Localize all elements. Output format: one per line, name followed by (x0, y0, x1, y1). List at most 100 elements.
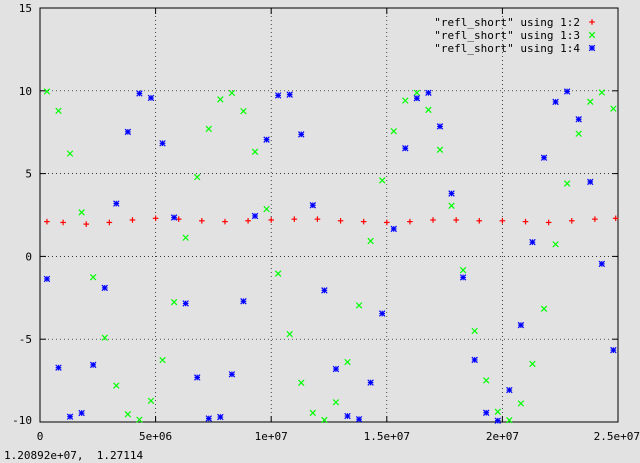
data-point (66, 413, 74, 420)
data-point (522, 218, 529, 225)
data-point (598, 89, 606, 96)
data-point (170, 214, 178, 221)
data-point (413, 89, 421, 97)
data-point (268, 217, 274, 223)
y-tick-label: -5 (19, 333, 32, 346)
y-tick-label: 0 (25, 250, 32, 263)
data-point (552, 241, 559, 248)
data-point (321, 287, 328, 294)
data-point (55, 107, 62, 115)
data-point (274, 270, 282, 277)
data-point (66, 150, 74, 157)
data-point (612, 215, 619, 222)
data-point (552, 98, 559, 106)
data-point (610, 346, 617, 354)
x-tick-label: 2e+07 (486, 430, 519, 443)
data-point (413, 95, 421, 102)
data-point (217, 413, 224, 421)
data-point (459, 266, 467, 274)
data-point (390, 225, 397, 233)
data-point (337, 217, 344, 224)
legend-marker (589, 19, 595, 25)
data-point (448, 202, 455, 209)
data-point (332, 365, 340, 373)
data-point (228, 89, 236, 97)
legend-marker (588, 44, 596, 52)
x-tick-label: 1e+07 (255, 430, 288, 443)
data-point (182, 234, 189, 241)
data-point (147, 397, 155, 405)
data-point (182, 300, 189, 307)
x-tick-label: 5e+06 (139, 430, 172, 443)
data-point (587, 178, 594, 186)
data-point (106, 219, 113, 226)
data-point (378, 177, 386, 184)
data-point (78, 209, 85, 216)
data-point (575, 130, 582, 137)
data-point (43, 275, 51, 283)
data-point (113, 382, 120, 389)
data-point (136, 90, 143, 97)
data-point (193, 374, 201, 381)
data-point (482, 377, 490, 384)
data-point (436, 123, 444, 130)
data-point (321, 416, 328, 424)
axis-ticks (39, 7, 619, 423)
data-point (274, 92, 282, 99)
series-3-points (43, 88, 617, 424)
data-point (344, 358, 351, 366)
data-point (563, 180, 571, 187)
data-point (499, 217, 506, 224)
data-point (425, 89, 432, 97)
data-point (332, 399, 340, 406)
legend-entry-label: "refl_short" using 1:4 (434, 42, 580, 55)
data-point (494, 408, 502, 415)
data-point (298, 379, 305, 386)
y-tick-label: 5 (25, 168, 32, 181)
cursor-coordinates-readout: 1.20892e+07, 1.27114 (4, 449, 144, 462)
data-point (506, 386, 513, 394)
grid-lines (40, 8, 618, 422)
data-point (199, 217, 205, 224)
data-point (55, 364, 62, 371)
data-point (44, 218, 50, 225)
data-point (390, 127, 397, 135)
data-point (459, 274, 467, 281)
data-point (355, 415, 363, 423)
data-point (251, 148, 259, 155)
data-point (263, 136, 270, 143)
data-point (89, 274, 97, 281)
data-point (263, 205, 270, 213)
data-point (113, 200, 120, 207)
legend-marker (588, 31, 596, 39)
data-point (240, 107, 247, 115)
x-tick-label: 2.5e+07 (594, 430, 640, 443)
data-point (43, 88, 51, 95)
data-point (529, 238, 536, 246)
data-point (360, 218, 367, 225)
data-point (309, 409, 317, 417)
data-point (89, 361, 97, 369)
data-point (448, 190, 455, 197)
y-axis-tick-labels: 15 10 5 0 -5 -10 (12, 2, 32, 427)
legend-entry-label: "refl_short" using 1:3 (434, 29, 580, 42)
data-point (78, 409, 85, 417)
data-point (471, 356, 478, 364)
data-point (124, 128, 132, 136)
data-point (592, 216, 598, 222)
data-point (568, 217, 575, 224)
data-point (610, 105, 617, 112)
data-points (43, 88, 619, 424)
data-point (430, 217, 436, 223)
y-tick-label: 15 (19, 2, 32, 15)
data-point (436, 146, 444, 153)
data-point (83, 221, 90, 227)
data-point (286, 91, 293, 98)
data-point (101, 284, 108, 292)
data-point (367, 379, 374, 386)
data-point (136, 416, 143, 423)
data-point (170, 298, 178, 306)
plot-area (40, 8, 618, 422)
